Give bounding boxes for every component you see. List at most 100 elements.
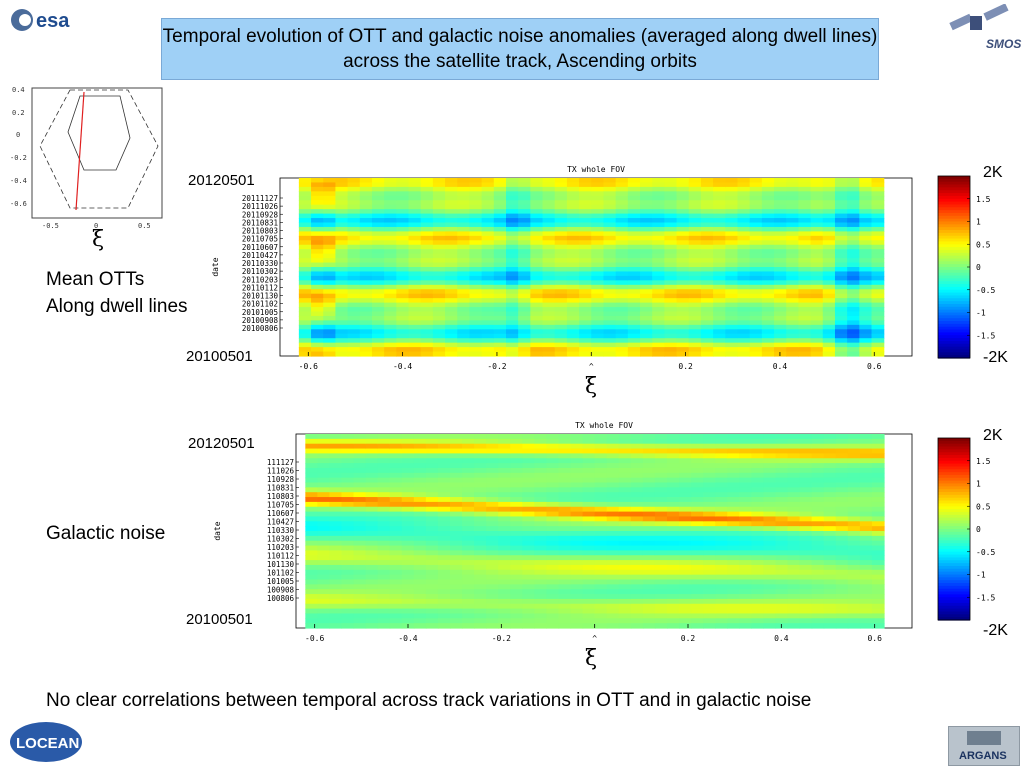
ott-cell [822,338,836,344]
gal-cell [727,453,740,459]
ott-cell [847,226,860,232]
ott-cell [603,204,617,210]
gal-cell [317,574,331,581]
gal-cell [606,560,620,566]
ott-cell [445,253,458,259]
ott-cell [408,267,422,273]
ott-cell [323,342,337,348]
gal-cell [425,531,439,537]
ott-cell [323,307,337,313]
gal-cell [787,458,801,464]
gal-cell [365,526,379,532]
ott-cell [566,324,580,330]
gal-cell [811,569,825,576]
ott-cell [457,333,471,339]
ott-cell [591,267,605,273]
gal-cell [763,497,777,503]
ott-cell [627,324,641,330]
gal-cell [618,516,632,522]
ott-cell [359,226,373,232]
gal-cell [305,526,318,532]
gal-cell [594,506,608,513]
ott-cell [506,307,519,313]
ott-cell [298,249,312,255]
gal-cell [341,501,355,508]
gal-cell [437,589,451,595]
cbar-ott-gradient-step [938,346,970,351]
gal-cell [847,584,861,590]
ott-cell [554,209,568,215]
ott-cell [506,342,519,348]
gal-cell [365,511,379,518]
ott-cell [847,209,860,215]
gal-cell [365,506,379,513]
gal-cell [389,589,403,595]
gal-cell [871,501,885,508]
ott-cell [298,182,312,188]
ott-cell [810,315,824,321]
ott-cell [371,342,385,348]
gal-cell [474,434,487,440]
ott-cell [518,222,531,228]
gal-cell [570,487,584,493]
gal-cell [606,618,620,624]
gal-cell [522,458,535,464]
gal-cell [630,579,644,585]
ott-cell [481,218,495,224]
gal-cell [305,443,318,450]
ott-cell [506,209,519,215]
ott-cell [323,289,337,295]
gal-cell [425,555,439,561]
ott-cell [347,191,361,197]
ott-cell [688,280,702,286]
gal-cell [522,594,535,600]
ott-cell [713,200,726,206]
cbar-gal-gradient-step [938,472,970,476]
ott-cell [311,311,324,317]
ott-cell [749,284,763,290]
ott-cell [749,293,763,299]
gal-cell [859,598,873,605]
ott-cell [834,204,848,210]
gal-cell [691,434,704,440]
gal-cell [871,487,885,493]
ott-cell [506,235,519,241]
gal-cell [739,535,752,542]
ott-cell [774,333,787,339]
ott-cell [603,320,617,326]
ott-cell [396,307,410,313]
cbar-gal-gradient-step [938,617,970,621]
gal-cell [377,453,391,459]
ott-cell [871,186,885,192]
ott-cell [323,235,337,241]
ott-cell [518,271,531,277]
cbar-gal-gradient-step [938,540,970,544]
inset-xlabel: ξ [92,227,104,252]
ott-cell [347,293,361,299]
gal-cell [799,448,813,454]
ott-cell [311,213,324,219]
ott-cell [725,338,739,344]
ott-cell [749,275,763,281]
gal-cell [582,613,596,619]
gal-cell [727,516,740,522]
cbar-gal-gradient-step [938,503,970,507]
ott-cell [554,342,568,348]
gal-cell [606,584,620,590]
gal-cell [691,482,704,488]
ott-cell [688,324,702,330]
ott-cell [713,342,726,348]
gal-cell [715,487,728,493]
gal-cell [739,555,752,561]
ott-cell [566,342,580,348]
ott-cell [615,240,629,246]
gal-cell [522,540,535,547]
ott-cell [847,262,860,268]
gal-cell [654,560,668,566]
cbar-ott-gradient-step [938,355,970,359]
gal-cell [606,526,620,532]
ott-cell [542,204,556,210]
ott-cell [676,244,690,250]
gal-cell [763,584,777,590]
gal-cell [582,458,596,464]
